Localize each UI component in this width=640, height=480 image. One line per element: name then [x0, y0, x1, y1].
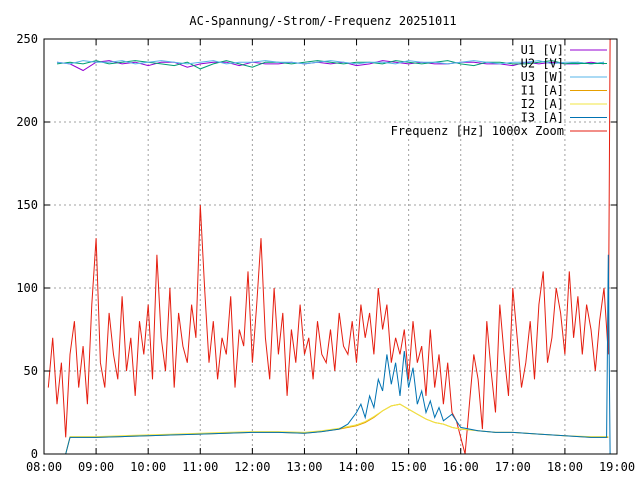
legend: U1 [V]U2 [V]U3 [W]I1 [A]I2 [A]I3 [A]Freq…: [391, 43, 607, 138]
x-tick-label: 11:00: [182, 460, 218, 474]
series-line-i3: [61, 254, 611, 455]
y-tick-label: 100: [16, 281, 38, 295]
legend-label-u1: U1 [V]: [521, 43, 564, 57]
plot-frame: [43, 38, 618, 455]
x-tick-label: 13:00: [286, 460, 322, 474]
legend-label-u2: U2 [V]: [521, 57, 564, 71]
series-layer: [47, 38, 611, 455]
x-tick-label: 19:00: [599, 460, 635, 474]
x-tick-label: 09:00: [78, 460, 114, 474]
y-tick-label: 250: [16, 32, 38, 46]
x-tick-label: 16:00: [443, 460, 479, 474]
series-line-f: [47, 38, 611, 455]
x-tick-label: 12:00: [234, 460, 270, 474]
x-tick-label: 14:00: [338, 460, 374, 474]
x-tick-label: 15:00: [391, 460, 427, 474]
x-tick-label: 10:00: [130, 460, 166, 474]
chart-title: AC-Spannung/-Strom/-Frequenz 20251011: [189, 14, 456, 28]
legend-label-i2: I2 [A]: [521, 97, 564, 111]
y-tick-label: 50: [24, 364, 38, 378]
axis-ticks: 08:00 09:00 10:00 11:00 12:00 13:00 14:00 15:00…: [16, 32, 635, 474]
legend-label-i3: I3 [A]: [521, 111, 564, 125]
x-tick-label: 17:00: [495, 460, 531, 474]
y-tick-label: 150: [16, 198, 38, 212]
legend-label-f: Frequenz [Hz] 1000x Zoom: [391, 124, 564, 138]
y-tick-label: 0: [31, 447, 38, 461]
y-tick-label: 200: [16, 115, 38, 129]
x-tick-label: 08:00: [26, 460, 62, 474]
series-line-u1: [56, 60, 605, 72]
legend-label-u3: U3 [W]: [521, 70, 564, 84]
x-tick-label: 18:00: [547, 460, 583, 474]
series-line-u3: [56, 60, 605, 65]
legend-label-i1: I1 [A]: [521, 84, 564, 98]
